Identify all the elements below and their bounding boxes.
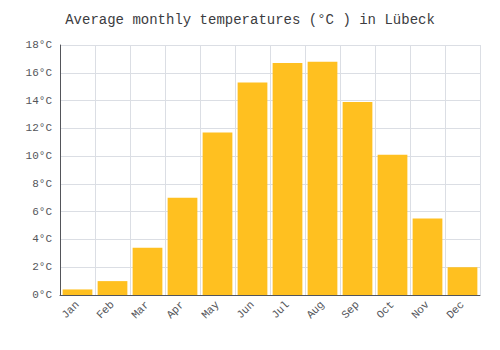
svg-text:8°C: 8°C bbox=[32, 178, 52, 190]
svg-text:Sep: Sep bbox=[339, 299, 361, 321]
svg-text:18°C: 18°C bbox=[26, 39, 53, 51]
svg-text:Jan: Jan bbox=[59, 299, 81, 321]
svg-text:Oct: Oct bbox=[374, 299, 396, 321]
svg-text:12°C: 12°C bbox=[26, 122, 53, 134]
svg-text:Jul: Jul bbox=[269, 299, 291, 321]
svg-text:10°C: 10°C bbox=[26, 150, 53, 162]
svg-text:Jun: Jun bbox=[234, 299, 256, 321]
svg-text:2°C: 2°C bbox=[32, 261, 52, 273]
svg-text:Average monthly temperatures (: Average monthly temperatures (°C ) in Lü… bbox=[65, 12, 435, 28]
svg-text:Mar: Mar bbox=[129, 299, 151, 321]
svg-text:14°C: 14°C bbox=[26, 95, 53, 107]
svg-text:Feb: Feb bbox=[94, 299, 116, 321]
svg-text:Aug: Aug bbox=[304, 299, 326, 321]
svg-text:Apr: Apr bbox=[164, 299, 186, 321]
svg-text:Nov: Nov bbox=[409, 298, 432, 321]
svg-text:0°C: 0°C bbox=[32, 289, 52, 301]
svg-text:16°C: 16°C bbox=[26, 67, 53, 79]
svg-text:Dec: Dec bbox=[444, 299, 466, 321]
svg-text:4°C: 4°C bbox=[32, 233, 52, 245]
svg-text:6°C: 6°C bbox=[32, 206, 52, 218]
svg-text:May: May bbox=[199, 298, 222, 321]
